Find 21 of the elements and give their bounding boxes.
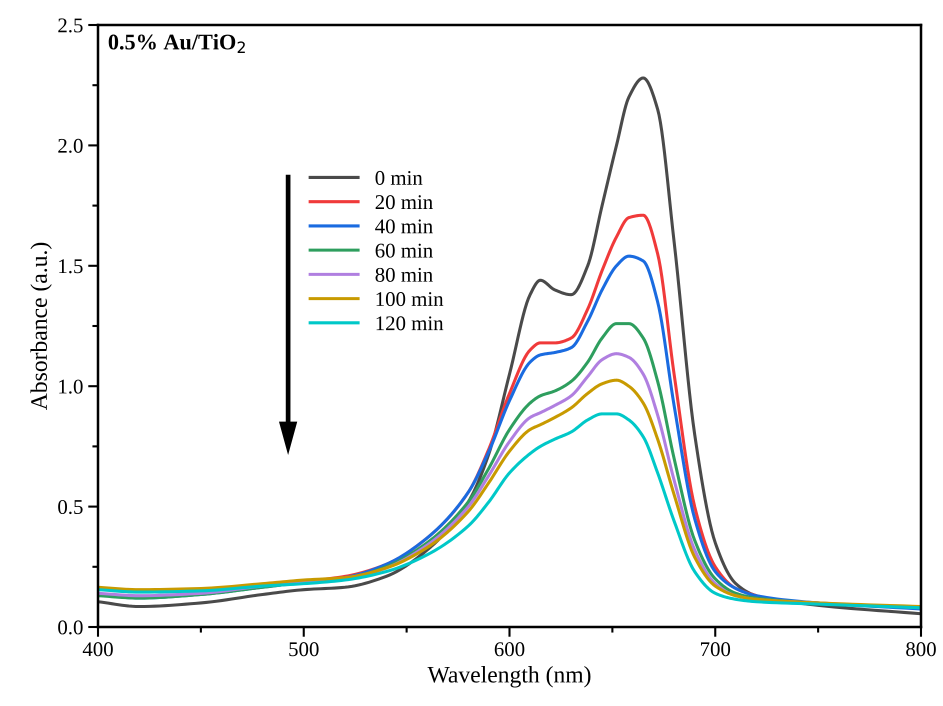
y-tick-label: 1.0 [59,380,83,394]
legend-label: 0 min [376,170,422,185]
x-tick-label: 500 [289,642,319,656]
legend-label: 20 min [376,195,433,210]
y-tick-label: 2.5 [58,18,83,33]
y-tick-label: 0.0 [58,620,83,635]
y-tick-label: 0.5 [58,500,83,514]
x-axis-title: Wavelength (nm) [428,666,590,688]
x-tick-label: 600 [494,642,524,656]
y-tick-label: 1.5 [59,259,83,274]
legend-label: 40 min [375,219,433,234]
legend-label: 120 min [376,316,444,330]
x-tick-label: 700 [701,642,730,656]
y-tick-label: 2.0 [58,138,83,153]
legend-label: 100 min [376,292,444,306]
x-tick-label: 800 [906,642,936,656]
y-axis-title: Absorbance (a.u.) [30,242,52,410]
annotation: 0.5% Au/TiO$_{2}$ [108,34,245,53]
legend-label: 60 min [376,244,433,258]
legend-label: 80 min [376,268,433,282]
x-tick-label: 400 [82,642,113,656]
